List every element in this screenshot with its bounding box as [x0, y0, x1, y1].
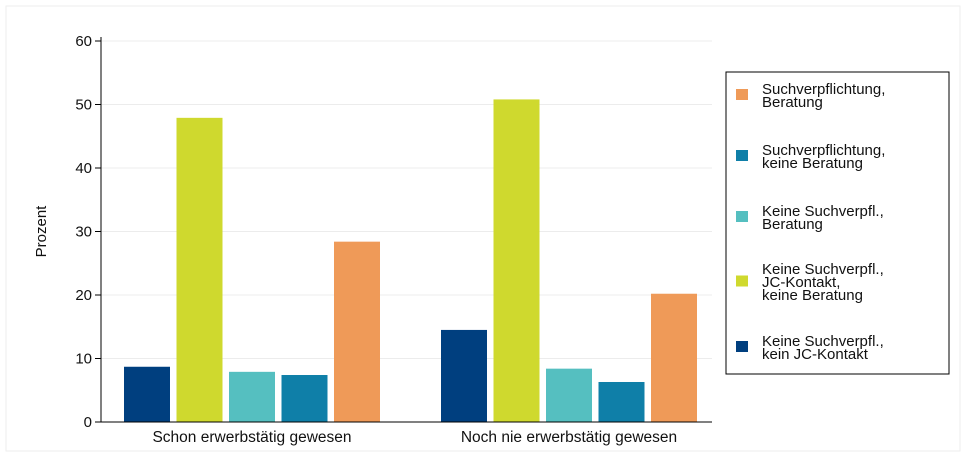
x-category-label: Schon erwerbstätig gewesen: [152, 429, 351, 446]
legend-box: [725, 71, 950, 375]
bar-noch-nie-erwerbst-tig-gewesen-keine-suchverpfl-jc-kontakt-keine-beratung: [493, 99, 540, 423]
legend-entry-label: Keine Suchverpfl., Beratung: [762, 203, 884, 233]
bar-schon-erwerbst-tig-gewesen-keine-suchverpfl-jc-kontakt-keine-beratung: [176, 117, 223, 423]
y-tick-label: 20: [75, 287, 92, 304]
legend-swatch: [736, 89, 748, 100]
legend: Suchverpflichtung, Beratung Suchverpflicht…: [725, 71, 950, 375]
y-tick-label: 40: [75, 160, 92, 177]
bars: [124, 99, 697, 423]
legend-swatch: [736, 150, 748, 161]
y-tick-label: 10: [75, 351, 92, 368]
legend-swatch: [736, 275, 748, 287]
bar-noch-nie-erwerbst-tig-gewesen-suchverpflichtung-beratung: [651, 293, 697, 422]
legend-entry-label: Suchverpflichtung, keine Beratung: [762, 142, 885, 172]
bar-noch-nie-erwerbst-tig-gewesen-keine-suchverpfl-beratung: [546, 368, 592, 422]
bar-noch-nie-erwerbst-tig-gewesen-keine-suchverpfl-kein-jc-kontakt: [441, 329, 487, 422]
x-category-label: Noch nie erwerbstätig gewesen: [461, 429, 677, 446]
bar-schon-erwerbst-tig-gewesen-suchverpflichtung-beratung: [334, 241, 380, 422]
legend-entry-label: Suchverpflichtung, Beratung: [762, 81, 885, 111]
y-tick-label: 0: [84, 414, 92, 431]
y-tick-label: 60: [75, 33, 92, 50]
y-tick-label: 50: [75, 97, 92, 114]
y-axis-title: Prozent: [33, 205, 50, 258]
bar-noch-nie-erwerbst-tig-gewesen-suchverpflichtung-keine-beratung: [598, 381, 645, 422]
bar-schon-erwerbst-tig-gewesen-keine-suchverpfl-beratung: [229, 371, 275, 422]
legend-swatch: [736, 341, 748, 352]
y-tick-label: 30: [75, 224, 92, 241]
axes: 0 10 20 30 40 50 60 Prozent Schon erwerbstätig g…: [33, 33, 712, 446]
legend-entry-label: Keine Suchverpfl., JC-Kontakt, keine Berat…: [762, 261, 884, 304]
legend-swatch: [736, 211, 748, 222]
bar-schon-erwerbst-tig-gewesen-suchverpflichtung-keine-beratung: [281, 375, 328, 422]
legend-entry-label: Keine Suchverpfl., kein JC-Kontakt: [762, 333, 884, 363]
bar-schon-erwerbst-tig-gewesen-keine-suchverpfl-kein-jc-kontakt: [124, 366, 170, 422]
